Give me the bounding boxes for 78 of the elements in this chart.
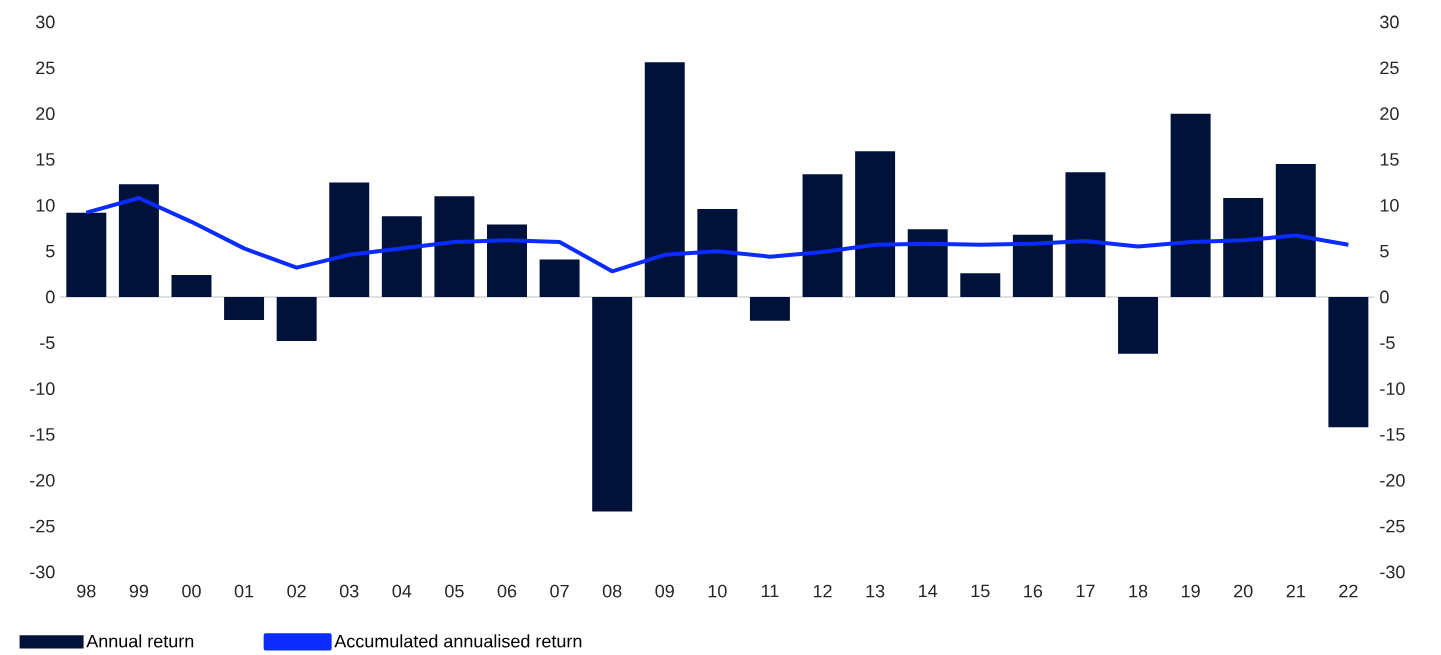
x-tick-label: 03 xyxy=(339,584,359,598)
x-tick-label: 98 xyxy=(77,584,96,598)
y-tick-label: 15 xyxy=(36,153,55,166)
x-tick-label: 20 xyxy=(1234,584,1253,598)
bar xyxy=(592,297,633,512)
bar xyxy=(1012,234,1053,298)
y-tick-label: 10 xyxy=(36,199,55,212)
y2-tick-label: 25 xyxy=(1380,61,1399,75)
y2-tick-label: 0 xyxy=(1380,290,1389,304)
x-tick-label: 16 xyxy=(1024,584,1043,598)
y2-tick-label: 15 xyxy=(1380,153,1399,166)
y2-tick-label: -10 xyxy=(1380,382,1405,396)
x-tick-label: 12 xyxy=(813,584,832,598)
y-tick-label: -30 xyxy=(30,565,55,579)
x-tick-label: 13 xyxy=(866,584,885,598)
bar xyxy=(855,151,896,298)
y-tick-label: 20 xyxy=(36,107,55,121)
x-tick-label: 18 xyxy=(1129,584,1148,598)
x-tick-label: 06 xyxy=(497,584,517,598)
y2-tick-label: -15 xyxy=(1380,428,1405,441)
x-tick-label: 11 xyxy=(761,584,779,598)
bar xyxy=(749,297,790,321)
x-tick-label: 05 xyxy=(445,584,464,598)
y-tick-label: 0 xyxy=(46,290,55,304)
bar xyxy=(1118,297,1159,354)
bar xyxy=(381,216,422,298)
x-tick-label: 14 xyxy=(919,584,938,598)
y2-tick-label: -5 xyxy=(1380,336,1395,350)
y2-tick-label: 5 xyxy=(1380,245,1389,258)
bar xyxy=(907,229,948,298)
bar xyxy=(1170,113,1211,298)
y2-tick-label: -20 xyxy=(1380,474,1405,487)
y-tick-label: -25 xyxy=(30,519,55,533)
x-tick-label: 10 xyxy=(708,584,727,598)
x-tick-label: 15 xyxy=(971,584,990,598)
bar xyxy=(539,259,580,298)
x-tick-label: 07 xyxy=(550,584,569,598)
y-tick-label: -10 xyxy=(30,382,55,396)
x-tick-label: 02 xyxy=(287,584,306,598)
x-tick-label: 22 xyxy=(1339,584,1358,598)
y2-tick-label: 10 xyxy=(1380,199,1399,212)
x-tick-label: 19 xyxy=(1181,584,1200,598)
y2-tick-label: 20 xyxy=(1380,107,1399,121)
y-tick-label: 30 xyxy=(35,15,55,29)
bar xyxy=(1328,297,1369,428)
bar xyxy=(487,224,527,298)
bar xyxy=(224,297,265,321)
y2-tick-label: -30 xyxy=(1380,565,1405,579)
x-tick-label: 08 xyxy=(602,584,622,598)
legend-label: Accumulated annualised return xyxy=(334,634,582,648)
x-tick-label: 09 xyxy=(655,584,674,598)
bar xyxy=(329,182,370,298)
y-tick-label: -20 xyxy=(30,474,55,487)
bar xyxy=(276,297,317,342)
bar xyxy=(1223,198,1264,298)
y2-tick-label: -25 xyxy=(1380,519,1405,533)
x-tick-label: 04 xyxy=(392,584,412,598)
y-tick-label: -5 xyxy=(40,336,55,350)
x-tick-label: 17 xyxy=(1076,584,1095,598)
y-tick-label: 25 xyxy=(36,61,55,75)
bar xyxy=(434,196,475,298)
x-tick-label: 99 xyxy=(129,584,149,598)
y-tick-label: -15 xyxy=(30,428,55,441)
x-tick-label: 21 xyxy=(1286,584,1305,598)
bar xyxy=(1275,164,1316,298)
legend-label: Annual return xyxy=(86,634,194,648)
bar xyxy=(1065,172,1106,298)
x-tick-label: 01 xyxy=(234,584,254,598)
bar xyxy=(802,174,843,298)
y2-tick-label: 30 xyxy=(1380,15,1399,29)
bar xyxy=(644,62,685,298)
bar xyxy=(66,212,107,298)
bar xyxy=(697,209,738,298)
bar xyxy=(118,184,159,298)
y-tick-label: 5 xyxy=(46,245,55,258)
bar xyxy=(171,275,212,298)
bar xyxy=(960,273,1001,298)
x-tick-label: 00 xyxy=(182,584,201,598)
